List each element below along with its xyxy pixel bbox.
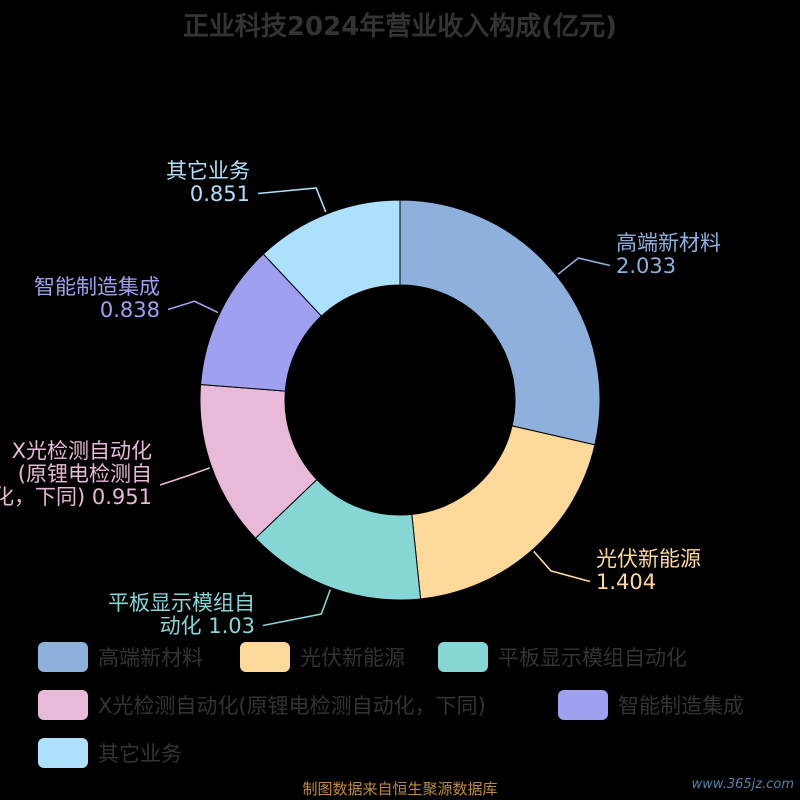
slice-label: 平板显示模组自动化 1.03	[108, 591, 255, 638]
slice-label: 高端新材料 2.033	[616, 231, 721, 278]
watermark: www.365jz.com	[691, 777, 794, 792]
slice-label: X光检测自动化(原锂电检测自化，下同) 0.951	[0, 439, 152, 509]
legend-label: 智能制造集成	[618, 694, 744, 718]
legend-item-other-business[interactable]: 其它业务	[38, 736, 182, 770]
donut-slice[interactable]	[399, 199, 601, 446]
donut-slice[interactable]	[411, 425, 596, 600]
label-leader-line	[257, 187, 327, 213]
legend-label: 平板显示模组自动化	[498, 646, 687, 670]
legend-item-xray-automation[interactable]: X光检测自动化(原锂电检测自动化，下同)	[38, 688, 486, 722]
slice-label: 其它业务 0.851	[166, 159, 250, 206]
legend-swatch	[38, 642, 88, 672]
label-leader-line	[557, 257, 611, 275]
label-leader-line	[262, 589, 332, 627]
legend-swatch	[558, 690, 608, 720]
legend-label: X光检测自动化(原锂电检测自动化，下同)	[98, 694, 486, 718]
legend-item-photovoltaic[interactable]: 光伏新能源	[240, 640, 405, 674]
source-note: 制图数据来自恒生聚源数据库	[302, 780, 498, 798]
label-leader-line	[533, 550, 591, 583]
donut-slice[interactable]	[262, 199, 401, 317]
legend-swatch	[38, 690, 88, 720]
label-leader-line	[167, 300, 219, 314]
chart-title: 正业科技2024年营业收入构成(亿元)	[182, 12, 618, 42]
legend-label: 高端新材料	[98, 646, 203, 670]
slice-label: 光伏新能源 1.404	[596, 547, 701, 594]
legend-item-smart-manufacturing[interactable]: 智能制造集成	[558, 688, 744, 722]
legend-item-flat-panel-automation[interactable]: 平板显示模组自动化	[438, 640, 687, 674]
legend-item-high-end-materials[interactable]: 高端新材料	[38, 640, 203, 674]
legend-label: 其它业务	[98, 742, 182, 766]
slice-label: 智能制造集成 0.838	[34, 275, 160, 322]
legend-swatch	[38, 738, 88, 768]
legend-swatch	[438, 642, 488, 672]
label-leader-line	[159, 467, 211, 486]
legend-swatch	[240, 642, 290, 672]
legend-label: 光伏新能源	[300, 646, 405, 670]
